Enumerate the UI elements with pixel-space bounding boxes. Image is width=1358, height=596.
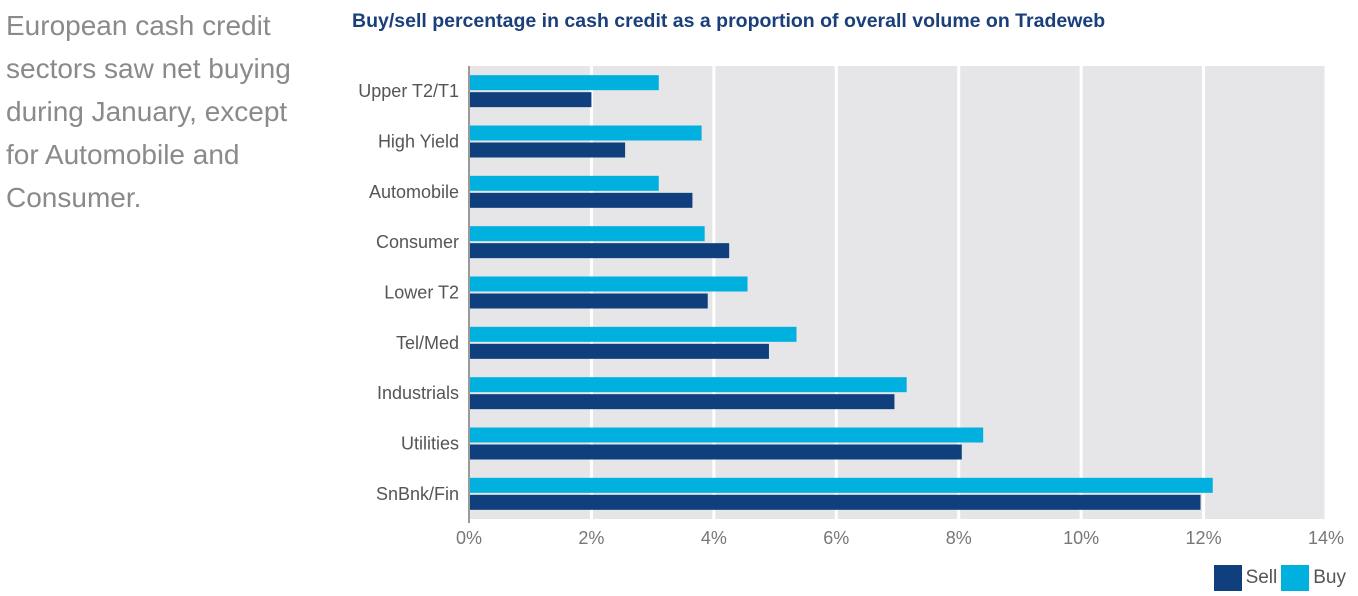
legend-item-sell: Sell <box>1213 565 1278 591</box>
bar-sell <box>469 444 962 460</box>
legend-label-buy: Buy <box>1313 567 1346 588</box>
legend-swatch-sell <box>1213 565 1242 591</box>
legend-swatch-buy <box>1281 565 1310 591</box>
bar-sell <box>469 192 693 208</box>
x-tick-label: 14% <box>1308 528 1344 548</box>
category-label: Consumer <box>376 232 459 252</box>
bar-buy <box>469 75 659 91</box>
category-label: Lower T2 <box>384 283 459 303</box>
x-tick-label: 0% <box>456 528 482 548</box>
plot-area <box>469 66 1326 519</box>
chart-title: Buy/sell percentage in cash credit as a … <box>352 10 1106 32</box>
x-tick-label: 10% <box>1063 528 1099 548</box>
bar-buy <box>469 175 659 191</box>
bar-buy <box>469 477 1213 493</box>
category-label: SnBnk/Fin <box>376 484 459 504</box>
category-label: Tel/Med <box>396 333 459 353</box>
x-tick-label: 6% <box>823 528 849 548</box>
bar-buy <box>469 226 705 242</box>
x-tick-label: 12% <box>1186 528 1222 548</box>
bar-buy <box>469 276 748 292</box>
category-label: Upper T2/T1 <box>358 81 459 101</box>
bar-buy <box>469 377 907 393</box>
bar-sell <box>469 343 769 359</box>
bar-sell <box>469 394 895 410</box>
bar-buy <box>469 326 797 342</box>
bar-sell <box>469 142 626 158</box>
x-tick-label: 4% <box>701 528 727 548</box>
bar-sell <box>469 293 708 309</box>
bar-sell <box>469 494 1201 510</box>
category-label: High Yield <box>378 132 459 152</box>
category-label: Automobile <box>369 182 459 202</box>
legend-item-buy: Buy <box>1281 565 1346 591</box>
category-label: Industrials <box>377 383 459 403</box>
x-tick-label: 8% <box>946 528 972 548</box>
bar-sell <box>469 243 730 259</box>
bar-buy <box>469 427 984 443</box>
legend-label-sell: Sell <box>1245 567 1278 588</box>
bar-buy <box>469 125 702 141</box>
bar-sell <box>469 92 592 108</box>
x-tick-label: 2% <box>578 528 604 548</box>
category-label: Utilities <box>401 434 459 454</box>
intro-text: European cash credit sectors saw net buy… <box>6 10 291 213</box>
chart-legend: Sell Buy <box>1210 565 1346 591</box>
